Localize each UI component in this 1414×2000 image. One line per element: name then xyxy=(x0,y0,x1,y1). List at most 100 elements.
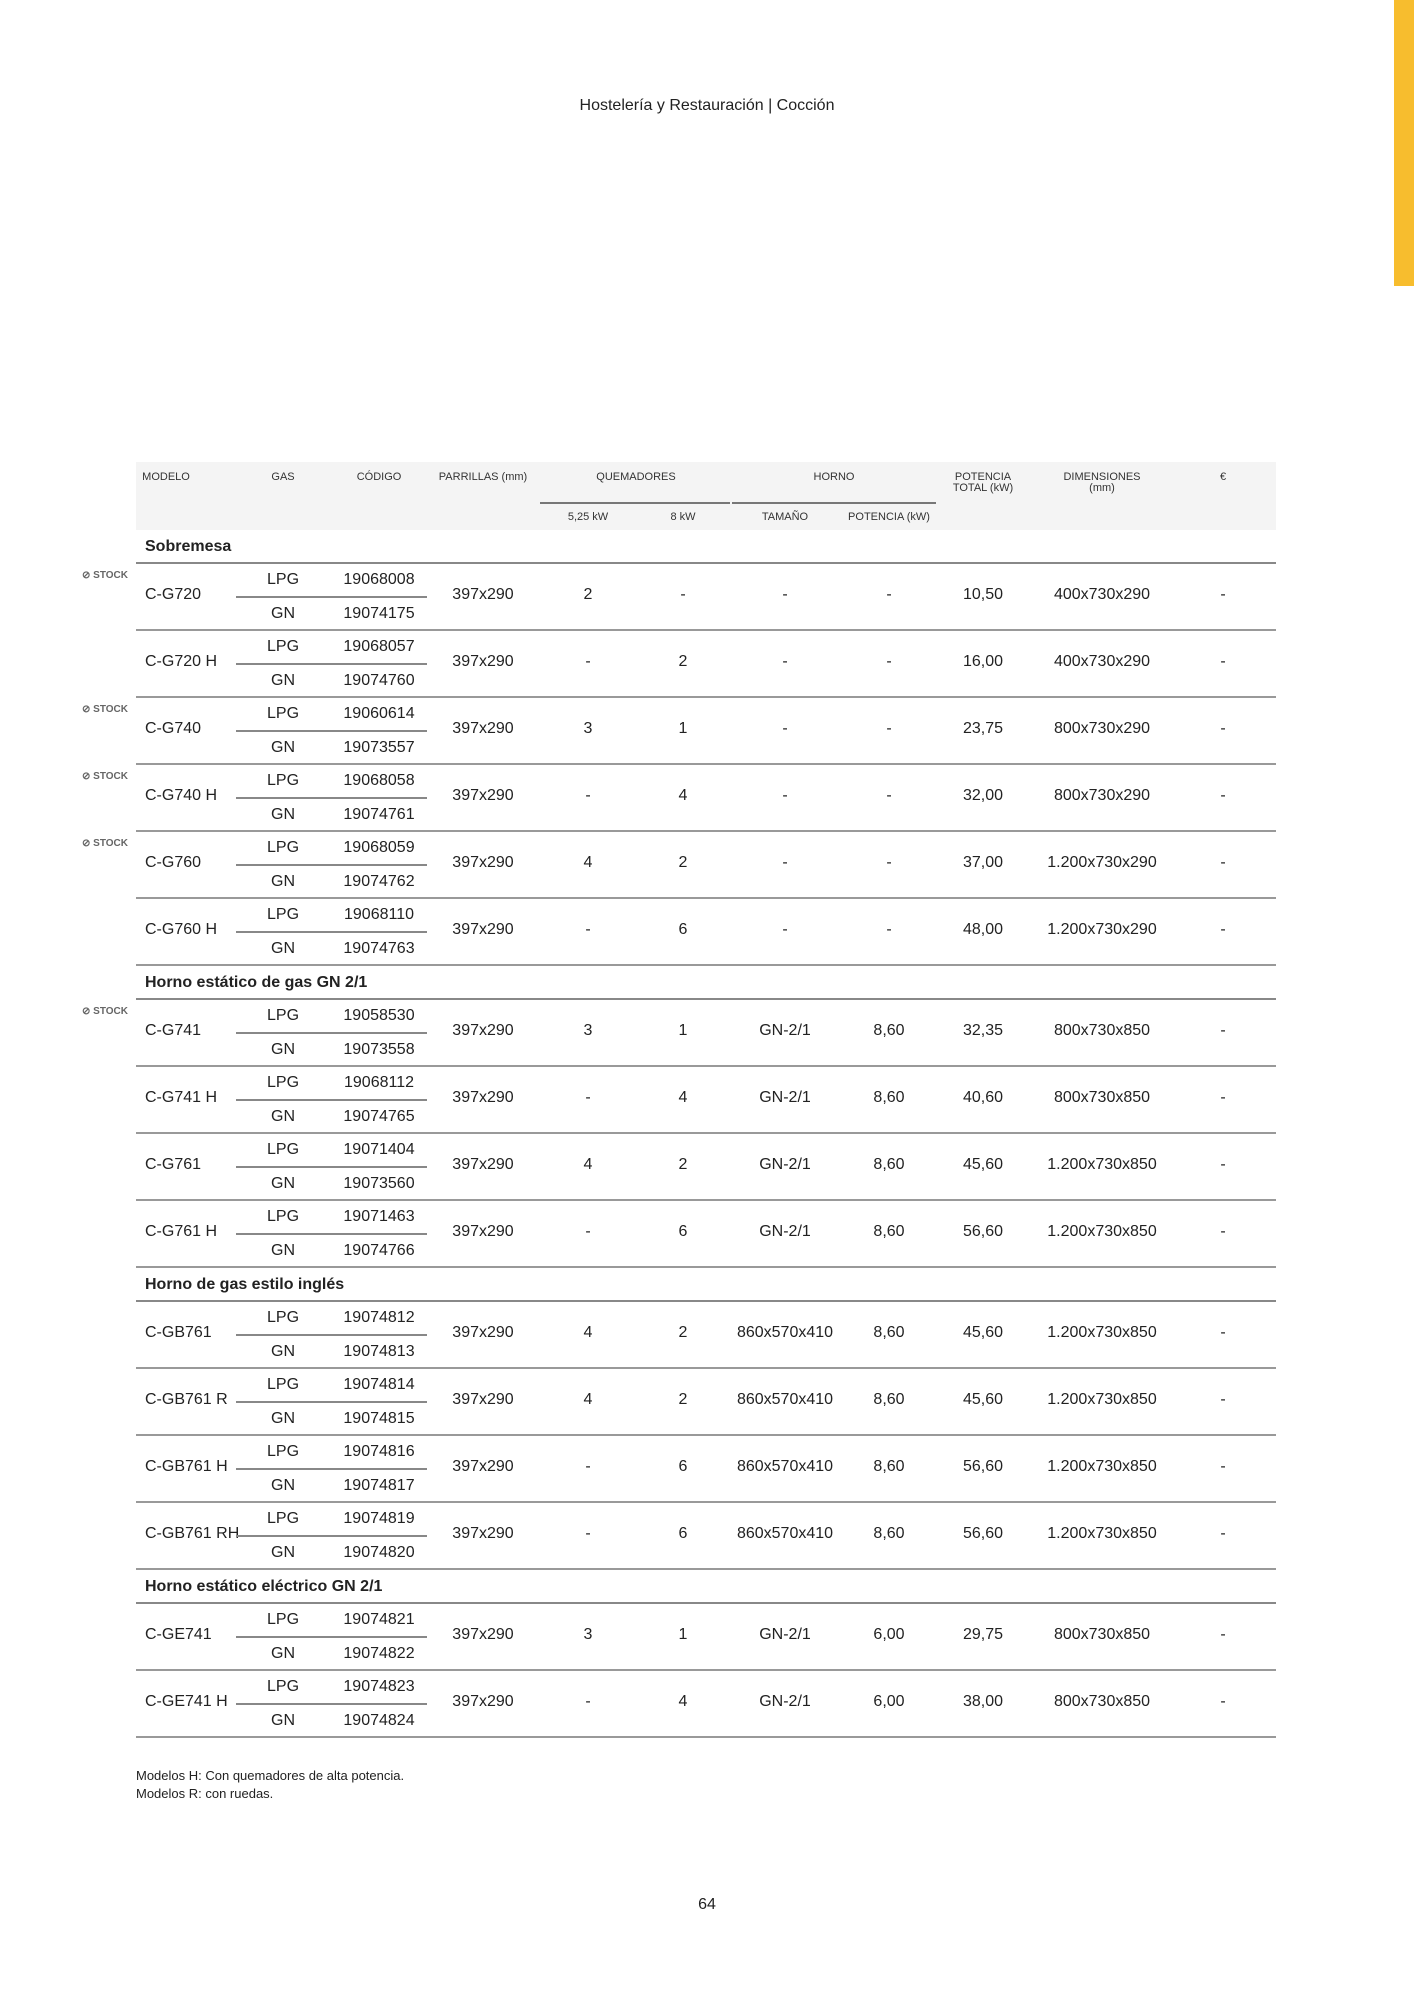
code-lpg: 19074823 xyxy=(343,1678,415,1695)
cell-pot: 8,60 xyxy=(873,1525,905,1542)
divider xyxy=(236,1166,427,1168)
cell-q2: 1 xyxy=(678,720,688,737)
accent-bar xyxy=(1394,0,1414,286)
code-gn: 19074813 xyxy=(343,1343,415,1360)
cell-dims: 800x730x290 xyxy=(1053,787,1151,804)
code-lpg: 19068008 xyxy=(343,571,415,588)
cell-pot: 8,60 xyxy=(873,1324,905,1341)
gas-lpg: LPG xyxy=(266,1376,300,1393)
code-lpg: 19068058 xyxy=(343,772,415,789)
table-row: C-G761 LPG GN 19071404 19073560 397x290 4 2 GN-2… xyxy=(136,1134,1276,1201)
cell-price: - xyxy=(1220,1525,1226,1542)
table-row: ⊘ STOCK C-G741 LPG GN 19058530 19073558 397x29… xyxy=(82,1000,1276,1067)
col-gas: GAS xyxy=(271,471,295,483)
code-gn: 19074820 xyxy=(343,1544,415,1561)
cell-dims: 1.200x730x290 xyxy=(1047,854,1157,871)
cell-tam: - xyxy=(782,787,788,804)
cell-q2: 6 xyxy=(678,1223,688,1240)
table-row: C-GB761 H LPG GN 19074816 19074817 397x290 - 6 8… xyxy=(136,1436,1276,1503)
cell-pot: 6,00 xyxy=(873,1693,905,1710)
cell-q2: 2 xyxy=(678,1156,688,1173)
cell-q2: 6 xyxy=(678,1525,688,1542)
gas-gn: GN xyxy=(271,1175,295,1192)
cell-price: - xyxy=(1220,921,1226,938)
cell-total: 56,60 xyxy=(962,1458,1004,1475)
model-name: C-G761 H xyxy=(145,1223,218,1240)
code-lpg: 19074812 xyxy=(343,1309,415,1326)
table-header: MODELO GAS CÓDIGO PARRILLAS (mm) QUEMADO… xyxy=(136,462,1276,530)
model-name: C-GE741 H xyxy=(145,1693,228,1710)
cell-q1: - xyxy=(585,653,591,670)
gas-lpg: LPG xyxy=(266,1611,300,1628)
cell-total: 45,60 xyxy=(962,1156,1004,1173)
cell-pot: 8,60 xyxy=(873,1089,905,1106)
cell-parrillas: 397x290 xyxy=(452,720,514,737)
cell-pot: 6,00 xyxy=(873,1626,905,1643)
cell-q1: - xyxy=(585,1223,591,1240)
gas-lpg: LPG xyxy=(266,1208,300,1225)
col-tamano: TAMAÑO xyxy=(761,511,809,523)
cell-q1: - xyxy=(585,1458,591,1475)
gas-gn: GN xyxy=(271,1477,295,1494)
cell-parrillas: 397x290 xyxy=(452,1223,514,1240)
gas-lpg: LPG xyxy=(266,1141,300,1158)
section-title: Sobremesa xyxy=(136,530,1276,564)
code-lpg: 19058530 xyxy=(343,1007,415,1024)
cell-tam: GN-2/1 xyxy=(759,1022,811,1039)
table-row: C-G761 H LPG GN 19071463 19074766 397x290 - 6 GN… xyxy=(136,1201,1276,1268)
code-lpg: 19068059 xyxy=(343,839,415,856)
cell-dims: 800x730x850 xyxy=(1053,1626,1151,1643)
cell-total: 37,00 xyxy=(962,854,1004,871)
gas-gn: GN xyxy=(271,1410,295,1427)
cell-q1: - xyxy=(585,921,591,938)
code-gn: 19074824 xyxy=(343,1712,415,1729)
code-lpg: 19071404 xyxy=(343,1141,415,1158)
cell-q2: 2 xyxy=(678,653,688,670)
cell-pot: - xyxy=(886,787,892,804)
divider xyxy=(236,864,427,866)
stock-badge: ⊘ STOCK xyxy=(82,570,128,581)
code-gn: 19074763 xyxy=(343,940,415,957)
cell-dims: 800x730x850 xyxy=(1053,1022,1151,1039)
gas-gn: GN xyxy=(271,940,295,957)
section-title: Horno estático de gas GN 2/1 xyxy=(136,966,1276,1000)
cell-price: - xyxy=(1220,1391,1226,1408)
table-row: C-GE741 H LPG GN 19074823 19074824 397x290 - 4 G… xyxy=(136,1671,1276,1738)
cell-pot: - xyxy=(886,854,892,871)
cell-dims: 1.200x730x850 xyxy=(1047,1223,1157,1240)
cell-parrillas: 397x290 xyxy=(452,1156,514,1173)
cell-parrillas: 397x290 xyxy=(452,1626,514,1643)
cell-parrillas: 397x290 xyxy=(452,653,514,670)
model-name: C-G740 H xyxy=(145,787,218,804)
cell-price: - xyxy=(1220,1022,1226,1039)
gas-lpg: LPG xyxy=(266,906,300,923)
divider xyxy=(236,931,427,933)
divider xyxy=(236,797,427,799)
cell-tam: GN-2/1 xyxy=(759,1156,811,1173)
cell-tam: - xyxy=(782,720,788,737)
code-lpg: 19074816 xyxy=(343,1443,415,1460)
model-name: C-GB761 xyxy=(145,1324,212,1341)
divider xyxy=(732,502,936,504)
code-lpg: 19068057 xyxy=(343,638,415,655)
cell-dims: 1.200x730x850 xyxy=(1047,1324,1157,1341)
divider xyxy=(236,1099,427,1101)
cell-parrillas: 397x290 xyxy=(452,1458,514,1475)
cell-parrillas: 397x290 xyxy=(452,1693,514,1710)
table-row: C-G741 H LPG GN 19068112 19074765 397x290 - 4 GN… xyxy=(136,1067,1276,1134)
col-codigo: CÓDIGO xyxy=(356,471,402,483)
cell-parrillas: 397x290 xyxy=(452,921,514,938)
divider xyxy=(236,1703,427,1705)
cell-q2: 6 xyxy=(678,1458,688,1475)
gas-lpg: LPG xyxy=(266,839,300,856)
gas-lpg: LPG xyxy=(266,1309,300,1326)
stock-badge: ⊘ STOCK xyxy=(82,838,128,849)
code-gn: 19074822 xyxy=(343,1645,415,1662)
model-name: C-GB761 R xyxy=(145,1391,228,1408)
model-name: C-G741 xyxy=(145,1022,202,1039)
divider xyxy=(236,1334,427,1336)
cell-q2: 1 xyxy=(678,1022,688,1039)
cell-q2: 6 xyxy=(678,921,688,938)
table-row: C-GB761 R LPG GN 19074814 19074815 397x290 4 2 8… xyxy=(136,1369,1276,1436)
